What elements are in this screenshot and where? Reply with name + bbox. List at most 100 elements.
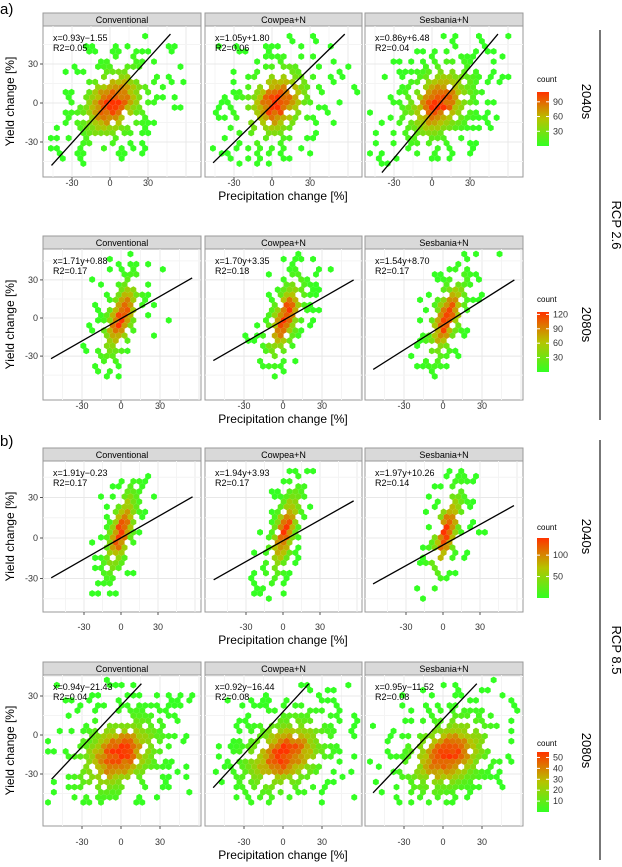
hex-bin <box>286 539 293 546</box>
hex-bin <box>304 773 311 781</box>
hex-bin <box>121 523 128 531</box>
hex-bin <box>106 783 113 791</box>
hex-bin <box>189 691 196 699</box>
period-label: 2080s <box>579 733 594 769</box>
hex-bin <box>289 748 296 755</box>
hex-bin <box>390 139 397 147</box>
hex-bin <box>124 498 131 506</box>
hex-bin <box>428 742 435 750</box>
hex-bin <box>95 702 101 709</box>
hex-bin <box>136 104 143 111</box>
hex-bin <box>348 768 355 776</box>
hex-bin <box>118 265 125 273</box>
hex-bin <box>286 265 293 273</box>
hex-bin <box>408 352 415 360</box>
hex-bin <box>408 68 415 76</box>
hex-bin <box>440 518 447 526</box>
hex-bin <box>109 109 116 116</box>
hex-bin <box>467 768 474 776</box>
hex-bin <box>95 93 101 101</box>
hex-bin <box>458 773 465 781</box>
hex-bin <box>227 763 234 771</box>
hex-bin <box>92 564 99 572</box>
hex-bin <box>98 99 104 106</box>
hex-bin <box>115 301 122 309</box>
hex-bin <box>86 48 93 55</box>
hex-bin <box>265 799 272 806</box>
hex-bin <box>428 124 435 132</box>
hex-bin <box>254 778 261 786</box>
hex-bin <box>283 748 290 755</box>
hex-bin <box>95 124 101 132</box>
hex-bin <box>142 32 149 40</box>
hex-bin <box>257 83 263 91</box>
hex-bin <box>490 99 497 106</box>
hex-bin <box>327 73 334 81</box>
hex-bin <box>298 763 305 771</box>
hex-bin <box>274 104 281 111</box>
hex-bin <box>257 155 263 162</box>
hex-bin <box>283 544 290 551</box>
hex-bin <box>446 508 453 516</box>
hex-bin <box>449 788 456 796</box>
hex-bin <box>48 144 54 152</box>
hex-bin <box>452 124 459 132</box>
x-tick-label: -30 <box>237 401 250 411</box>
hex-bin <box>112 327 119 334</box>
hex-bin <box>118 155 125 162</box>
hex-bin <box>115 99 122 106</box>
hex-bin <box>133 58 140 65</box>
hex-bin <box>336 758 343 765</box>
hex-bin <box>428 83 435 91</box>
hex-bin <box>98 554 104 562</box>
hex-bin <box>115 534 122 541</box>
hex-bin <box>115 322 122 329</box>
hex-bin <box>101 114 107 122</box>
hex-bin <box>103 109 110 116</box>
hex-bin <box>440 276 447 283</box>
hex-bin <box>431 503 438 511</box>
hex-bin <box>124 753 131 760</box>
hex-bin <box>257 93 263 101</box>
hex-bin <box>109 78 116 86</box>
hex-bin <box>455 88 462 96</box>
hex-bin <box>121 281 128 288</box>
hex-bin <box>499 783 506 791</box>
hex-bin <box>112 296 119 304</box>
hex-bin <box>301 788 308 796</box>
hex-bin <box>313 748 319 755</box>
hex-bin <box>292 742 299 750</box>
hex-bin <box>271 513 278 521</box>
hex-bin <box>420 362 426 370</box>
hex-bin <box>277 503 284 511</box>
hex-bin <box>251 773 258 781</box>
hex-bin <box>431 150 438 157</box>
hex-bin <box>449 301 456 309</box>
hex-bin <box>251 104 258 111</box>
hex-bin <box>467 150 474 157</box>
y-tick-label: -30 <box>25 574 38 584</box>
x-tick-label: -30 <box>75 401 88 411</box>
hex-bin <box>458 477 465 485</box>
hex-bin <box>136 528 143 536</box>
x-tick-label: 30 <box>317 401 327 411</box>
hex-bin <box>458 753 465 760</box>
hex-bin <box>354 717 361 725</box>
hex-bin <box>277 88 284 96</box>
x-axis-label: Precipitation change [%] <box>218 633 347 647</box>
hex-bin <box>336 68 343 76</box>
hex-bin <box>473 717 479 725</box>
hex-bin <box>490 676 497 684</box>
hex-bin <box>511 702 518 709</box>
hex-bin <box>245 763 252 771</box>
hex-bin <box>289 727 296 735</box>
regression-line <box>50 277 193 360</box>
hex-bin <box>414 150 421 157</box>
hex-bin <box>89 742 96 750</box>
hex-bin <box>112 773 119 781</box>
hex-bin <box>449 554 456 562</box>
hex-bin <box>89 539 96 546</box>
hex-bin <box>292 255 299 263</box>
hex-bin <box>109 768 116 776</box>
hex-bin <box>92 748 99 755</box>
